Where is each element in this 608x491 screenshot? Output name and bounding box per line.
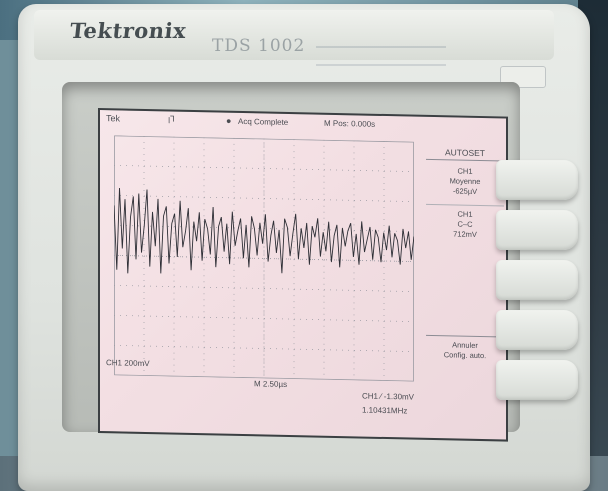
graticule-horizontal — [114, 164, 414, 172]
side-menu: AUTOSET CH1 Moyenne -625µV CH1 C–C 712mV… — [426, 146, 504, 362]
menu-button-4[interactable] — [496, 310, 578, 350]
menu-button-1[interactable] — [496, 160, 578, 200]
model-label: TDS 1002 — [212, 36, 306, 56]
model-subtext-lines — [316, 46, 446, 66]
graticule-horizontal — [114, 344, 414, 352]
menu-item-peak-to-peak[interactable]: CH1 C–C 712mV — [426, 209, 504, 241]
horizontal-position: M Pos: 0.000s — [324, 118, 376, 129]
oscilloscope-screen: Tek ꞁꞀ ● Acq Complete M Pos: 0.000s AUTO… — [98, 108, 508, 442]
trigger-level: CH1 ∕ -1.30mV — [362, 391, 415, 402]
acq-status-dot-icon: ● — [226, 115, 232, 126]
brand-logo: Tektronix — [68, 18, 188, 43]
brand-strip — [34, 10, 554, 60]
menu-button-3[interactable] — [496, 260, 578, 300]
menu-line: Config. auto. — [443, 350, 487, 361]
side-menu-buttons — [496, 160, 588, 420]
menu-button-5[interactable] — [496, 360, 578, 400]
timebase: M 2.50µs — [254, 379, 288, 389]
acq-status: Acq Complete — [238, 116, 289, 127]
menu-button-2[interactable] — [496, 210, 578, 250]
graticule-horizontal — [114, 284, 414, 292]
trigger-frequency: 1.10431MHz — [362, 405, 408, 416]
waveform-plot — [114, 135, 414, 382]
ch1-waveform — [114, 188, 414, 274]
menu-item-cancel-autoset[interactable]: Annuler Config. auto. — [426, 334, 504, 362]
trigger-icon: ꞁꞀ — [168, 114, 175, 124]
tek-label: Tek — [106, 113, 121, 124]
ch1-scale: CH1 200mV — [106, 358, 150, 369]
menu-item-mean[interactable]: CH1 Moyenne -625µV — [426, 166, 504, 198]
